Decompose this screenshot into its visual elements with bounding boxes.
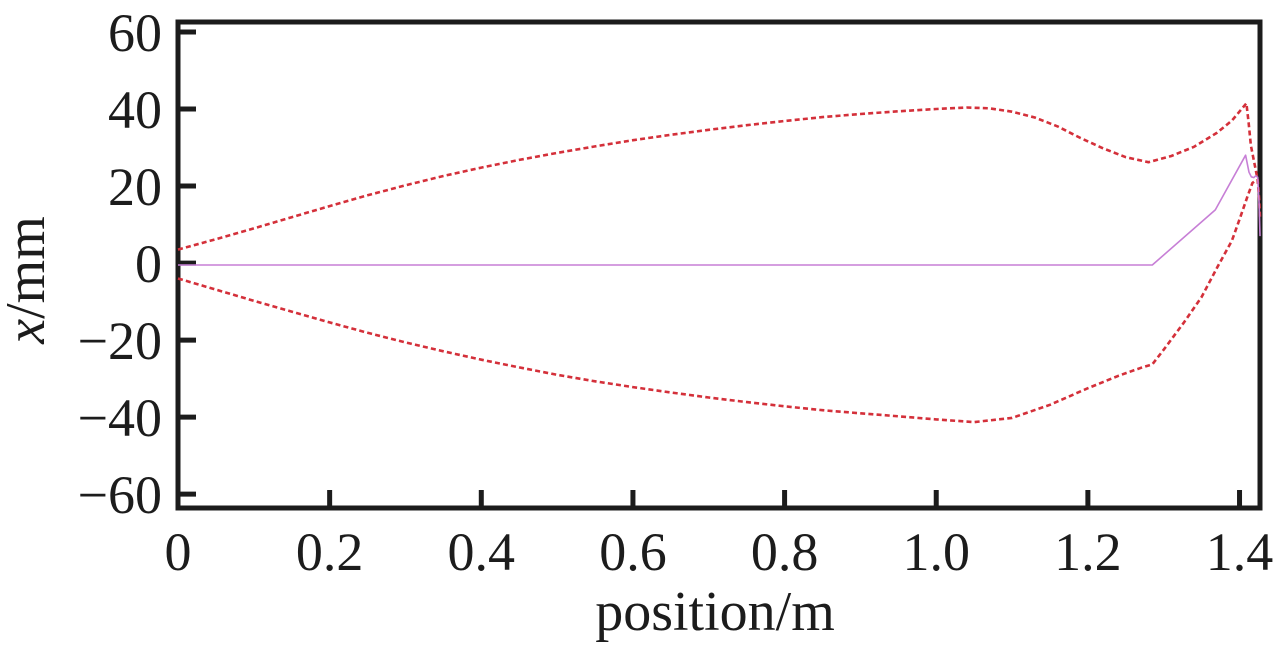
- y-axis-label-variable: x: [0, 319, 57, 345]
- y-tick-label: 40: [108, 80, 162, 140]
- y-tick-label: 60: [108, 3, 162, 63]
- central-trajectory-curve: [178, 154, 1261, 266]
- x-tick-label: 1.0: [902, 522, 970, 582]
- y-tick-label: −60: [78, 465, 162, 525]
- y-axis-label-unit: /mm: [0, 216, 57, 319]
- x-tick-label: 0.2: [296, 522, 364, 582]
- y-axis-label: x/mm: [0, 216, 57, 345]
- x-tick-label: 0.4: [448, 522, 516, 582]
- y-tick-label: −20: [78, 311, 162, 371]
- y-tick-label: 20: [108, 157, 162, 217]
- x-tick-label: 0.6: [599, 522, 667, 582]
- x-axis-label: position/m: [595, 581, 835, 643]
- y-axis-ticks: 60 40 20 0 −20 −40 −60: [78, 3, 196, 525]
- upper-beam-envelope-curve: [177, 102, 1262, 251]
- x-tick-label: 0: [165, 522, 192, 582]
- lower-beam-envelope-curve: [177, 178, 1258, 424]
- x-tick-label: 0.8: [751, 522, 819, 582]
- y-tick-label: −40: [78, 388, 162, 448]
- series-curves: [177, 102, 1262, 424]
- x-tick-label: 1.4: [1206, 522, 1274, 582]
- x-tick-label: 1.2: [1054, 522, 1122, 582]
- x-axis-ticks: 0 0.2 0.4 0.6 0.8 1.0 1.2 1.4: [165, 490, 1274, 582]
- y-tick-label: 0: [135, 234, 162, 294]
